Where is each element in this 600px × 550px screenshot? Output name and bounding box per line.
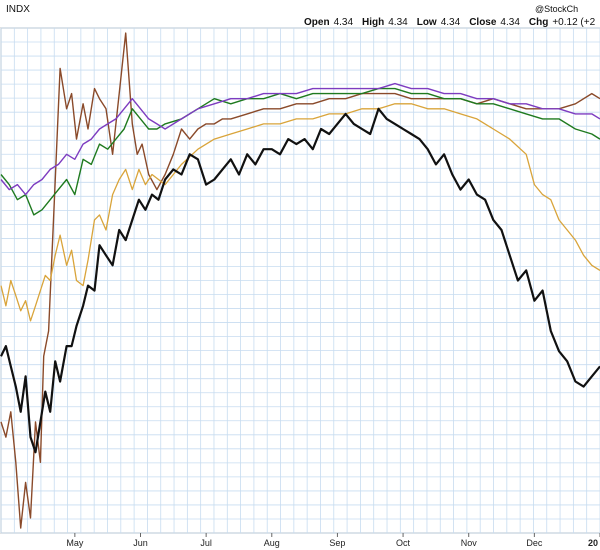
series-lines	[0, 32, 600, 529]
ohlc-readout: Open 4.34 High 4.34 Low 4.34 Close 4.34 Chg +0.12…	[304, 17, 596, 28]
series-line-4	[0, 107, 600, 454]
symbol-label: INDX	[6, 4, 30, 15]
ohlc-label-1: High	[362, 17, 384, 28]
grid	[0, 27, 600, 534]
x-axis: May Jun Jul Aug Sep Oct Nov Dec 20	[66, 533, 600, 548]
x-tick-label: Jun	[133, 538, 148, 548]
ohlc-value-2: 4.34	[441, 17, 461, 28]
series-line-3	[0, 103, 600, 322]
ohlc-value-1: 4.34	[388, 17, 408, 28]
x-tick-label: Jul	[200, 538, 212, 548]
chart-header: INDX @StockCh Open 4.34 High 4.34 Low 4.34 Clo…	[6, 4, 596, 28]
x-tick-label: Nov	[461, 538, 478, 548]
series-line-2	[0, 82, 600, 196]
x-tick-label: 20	[588, 538, 598, 548]
ohlc-label-2: Low	[417, 17, 437, 28]
ohlc-label-3: Close	[469, 17, 497, 28]
ohlc-value-0: 4.34	[334, 17, 354, 28]
x-tick-label: May	[66, 538, 84, 548]
ohlc-value-4: +0.12 (+2	[552, 17, 595, 28]
ohlc-label-0: Open	[304, 17, 330, 28]
x-tick-label: Aug	[264, 538, 280, 548]
x-tick-label: Oct	[396, 538, 411, 548]
x-tick-label: Dec	[526, 538, 543, 548]
x-tick-label: Sep	[329, 538, 345, 548]
ohlc-label-4: Chg	[529, 17, 548, 28]
watermark-text: @StockCh	[535, 4, 578, 14]
plot-area	[0, 27, 600, 534]
ohlc-value-3: 4.34	[500, 17, 520, 28]
